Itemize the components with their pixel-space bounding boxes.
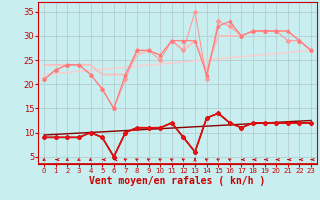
X-axis label: Vent moyen/en rafales ( kn/h ): Vent moyen/en rafales ( kn/h ) [90, 176, 266, 186]
